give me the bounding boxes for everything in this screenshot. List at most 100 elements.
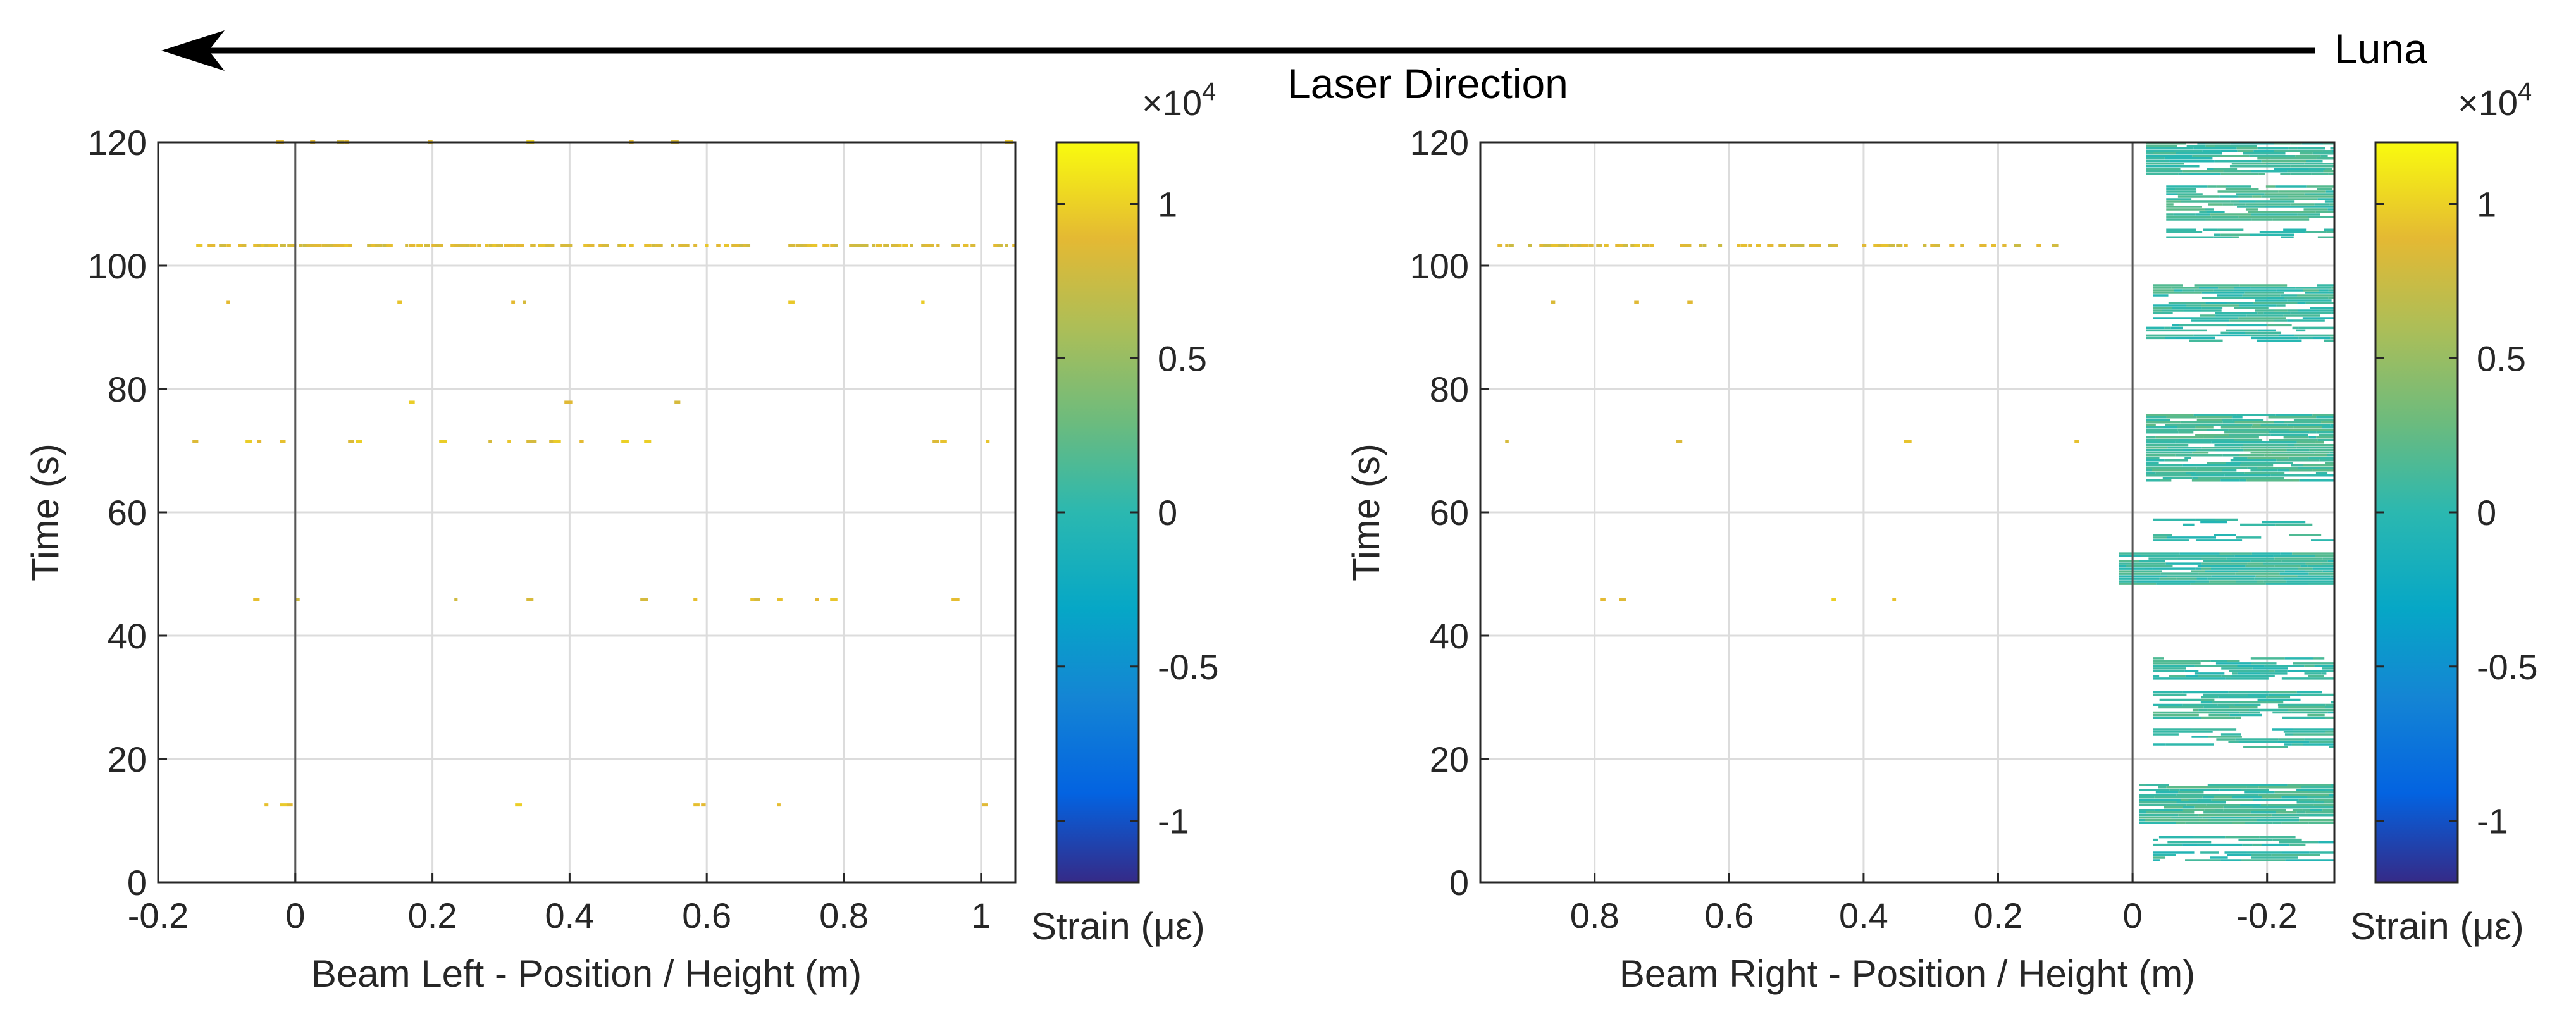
right-strain-cell	[2244, 791, 2275, 794]
right-speckle-dot	[1748, 244, 1752, 247]
right-strain-cell	[2267, 165, 2291, 168]
right-strain-cell	[2292, 552, 2334, 555]
right-strain-cell	[2152, 289, 2174, 292]
right-strain-cell	[2214, 436, 2259, 439]
right-strain-cell	[2290, 142, 2302, 145]
right-strain-cell	[2152, 693, 2187, 696]
right-strain-cell	[2146, 431, 2179, 434]
right-strain-cell	[2299, 819, 2334, 822]
right-speckle-dot	[1737, 244, 1740, 247]
right-strain-cell	[2146, 147, 2194, 150]
left-speckle-dot	[579, 440, 584, 443]
right-strain-cell	[2238, 838, 2273, 841]
left-speckle-band	[264, 803, 988, 807]
right-strain-cell	[2192, 708, 2199, 712]
left-speckle-dot	[682, 244, 690, 247]
right-strain-cell	[2293, 733, 2334, 736]
right-strain-cell	[2242, 294, 2281, 297]
right-cbtick-label: 0.5	[2477, 338, 2526, 378]
right-strain-cell	[2331, 784, 2334, 786]
right-strain-cell	[2243, 297, 2267, 299]
right-y-axis-label: Time (s)	[1345, 443, 1387, 581]
left-speckle-dot	[515, 803, 523, 807]
right-strain-cell	[2195, 213, 2211, 216]
right-strain-cell	[2325, 716, 2334, 719]
right-strain-cell	[2226, 329, 2258, 332]
right-strain-cell	[2304, 193, 2334, 195]
right-strain-cell	[2250, 233, 2294, 236]
right-strain-cell	[2204, 208, 2214, 211]
right-strain-cell	[2225, 188, 2259, 190]
right-strain-cell	[2152, 854, 2176, 856]
right-strain-cell	[2214, 233, 2221, 236]
right-strain-cell	[2146, 467, 2184, 469]
right-strain-cell	[2315, 441, 2324, 444]
right-strain-cell	[2304, 738, 2334, 741]
right-strain-cell	[2196, 711, 2210, 714]
right-strain-cell	[2148, 580, 2195, 583]
right-strain-cell	[2166, 203, 2174, 206]
right-strain-cell	[2167, 317, 2193, 319]
right-strain-cell	[2320, 474, 2334, 477]
right-strain-cell	[2304, 665, 2315, 667]
right-strain-cell	[2201, 562, 2248, 565]
right-strain-cell	[2208, 713, 2230, 717]
left-colorbar-label: Strain (με)	[1031, 905, 1205, 947]
right-speckle-dot	[1831, 598, 1836, 601]
right-speckle-dot	[1831, 244, 1838, 247]
right-strain-cell	[2257, 157, 2271, 160]
right-strain-cell	[2234, 287, 2251, 289]
right-speckle-dot	[1505, 244, 1509, 247]
right-strain-cell	[2214, 534, 2236, 536]
right-strain-cell	[2152, 539, 2189, 541]
left-speckle-dot	[777, 803, 781, 807]
right-strain-cell	[2297, 147, 2325, 150]
right-strain-cell	[2219, 195, 2238, 198]
left-speckle-dot	[951, 598, 960, 601]
right-strain-cell	[2234, 814, 2272, 817]
right-strain-cell	[2176, 822, 2186, 824]
right-strain-cell	[2237, 150, 2254, 152]
left-speckle-dot	[439, 244, 443, 247]
right-strain-cell	[2298, 326, 2334, 330]
right-strain-cell	[2327, 711, 2334, 714]
left-speckle-dot	[291, 244, 297, 247]
right-strain-cell	[2238, 570, 2285, 572]
right-strain-cell	[2152, 675, 2160, 677]
right-strain-cell	[2146, 168, 2181, 170]
right-speckle-dot	[1699, 244, 1702, 247]
right-strain-cell	[2175, 454, 2223, 457]
right-strain-cell	[2299, 152, 2313, 155]
right-strain-cell	[2177, 557, 2201, 560]
right-strain-cell	[2243, 152, 2286, 155]
right-strain-cell	[2289, 843, 2306, 846]
right-strain-cell	[2177, 193, 2203, 195]
right-strain-cell	[2166, 416, 2197, 419]
right-strain-cell	[2321, 421, 2334, 424]
right-strain-cell	[2152, 711, 2160, 714]
right-strain-cell	[2325, 577, 2334, 580]
right-strain-cell	[2195, 472, 2245, 474]
right-strain-cell	[2152, 534, 2172, 536]
right-strain-cell	[2197, 843, 2243, 846]
right-strain-cell	[2152, 859, 2160, 861]
right-strain-cell	[2308, 814, 2334, 817]
right-strain-cell	[2324, 801, 2334, 804]
right-strain-cell	[2240, 804, 2261, 806]
right-strain-cell	[2301, 206, 2334, 208]
right-strain-cell	[2265, 163, 2305, 165]
right-strain-cell	[2182, 843, 2198, 846]
right-speckle-dot	[1949, 244, 1955, 247]
right-speckle-dot	[1676, 440, 1683, 443]
right-strain-cell	[2313, 657, 2319, 660]
right-strain-cell	[2298, 309, 2319, 312]
right-strain-cell	[2288, 147, 2298, 150]
left-speckle-dot	[876, 244, 882, 247]
right-strain-cell	[2250, 334, 2279, 337]
right-strain-cell	[2152, 312, 2173, 314]
left-speckle-dot	[526, 598, 534, 601]
right-strain-cell	[2317, 439, 2334, 441]
right-strain-cell	[2287, 784, 2331, 786]
right-strain-cell	[2222, 421, 2235, 424]
right-strain-cell	[2272, 838, 2302, 841]
